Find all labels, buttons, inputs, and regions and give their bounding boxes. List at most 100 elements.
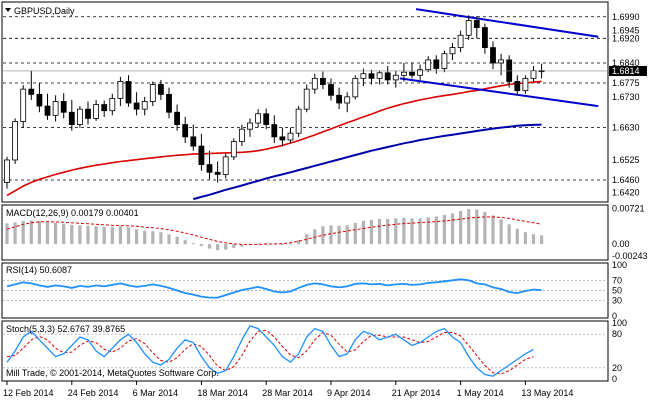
- macd-histogram-bar: [491, 215, 495, 245]
- stoch-signal-line: [6, 329, 534, 375]
- macd-histogram-bar: [37, 220, 41, 245]
- macd-histogram-bar: [515, 228, 519, 245]
- macd-histogram-bar: [345, 225, 349, 245]
- candle-body: [490, 47, 496, 64]
- candle-body: [222, 156, 229, 175]
- candle-body: [125, 81, 132, 104]
- main-pane-frame: [1, 1, 609, 203]
- macd-histogram-bar: [410, 218, 414, 245]
- current-price-box: [609, 65, 647, 76]
- candle-body: [360, 73, 367, 79]
- time-axis: 12 Feb 2014 24 Feb 2014 6 Mar 2014 18 Mar 2…: [3, 381, 573, 398]
- candle-body: [295, 108, 302, 134]
- macd-axis-tick: 0.00: [612, 239, 630, 249]
- candle-body: [77, 108, 83, 125]
- macd-histogram-bar: [102, 226, 106, 245]
- time-axis-tick-label: 1 May 2014: [457, 388, 504, 398]
- trendline: [415, 8, 599, 38]
- candle-body: [141, 101, 148, 110]
- macd-histogram-bar: [256, 243, 260, 245]
- candle-body: [174, 111, 181, 125]
- time-axis-tick-label: 24 Feb 2014: [68, 388, 119, 398]
- macd-histogram-bar: [459, 210, 463, 245]
- rsi-axis-tick: 0: [612, 311, 617, 321]
- candle-body: [238, 128, 245, 142]
- macd-histogram-bar: [167, 234, 171, 245]
- moving-average-fast-line: [6, 80, 542, 197]
- candle-body: [425, 59, 432, 71]
- candle-body: [12, 121, 19, 161]
- macd-histogram-bar: [337, 225, 341, 245]
- macd-histogram-bar: [29, 220, 33, 245]
- macd-histogram-bar: [369, 219, 374, 245]
- macd-histogram-bar: [507, 224, 511, 245]
- macd-histogram-bar: [353, 222, 357, 245]
- macd-histogram-bar: [394, 218, 398, 245]
- candle-body: [247, 122, 253, 130]
- macd-histogram-bar: [183, 240, 187, 245]
- macd-histogram-bar: [191, 243, 195, 245]
- candle-body: [417, 69, 424, 76]
- candle-body: [60, 101, 67, 113]
- macd-histogram-bar: [418, 218, 422, 245]
- macd-histogram-bar: [402, 217, 406, 245]
- chevron-down-icon[interactable]: [5, 8, 11, 12]
- candle-body: [133, 102, 140, 110]
- macd-histogram-bar: [475, 209, 479, 245]
- trendline: [399, 77, 599, 108]
- time-axis-tick-label: 13 May 2014: [521, 388, 573, 398]
- candle-body: [457, 34, 464, 48]
- macd-histogram-bar: [240, 244, 244, 247]
- macd-histogram-bar: [143, 230, 147, 245]
- stoch-axis-tick: 20: [612, 363, 622, 373]
- candle-body: [449, 47, 456, 55]
- macd-histogram-bar: [499, 219, 503, 245]
- price-axis-tick: 1.6525: [612, 155, 640, 165]
- candle-body: [481, 27, 488, 48]
- macd-histogram-bar: [118, 226, 122, 245]
- price-level-label: 1.6840: [612, 58, 640, 68]
- candle-body: [206, 164, 213, 173]
- time-axis-tick-label: 21 Apr 2014: [392, 388, 441, 398]
- macd-histogram-bar: [94, 226, 98, 245]
- candle-body: [506, 59, 513, 82]
- candle-body: [157, 84, 164, 95]
- macd-histogram-bar: [159, 232, 163, 245]
- candle-body: [230, 141, 237, 158]
- macd-histogram-bar: [126, 227, 131, 245]
- main-price-pane: 1.6990 1.6920 1.6840 1.6775 1.6630 1.6460 1.69…: [3, 8, 647, 201]
- candle-body: [149, 84, 156, 102]
- copyright-footer: Mill Trade, © 2001-2014, MetaQuotes Soft…: [6, 368, 219, 378]
- candle-body: [303, 88, 310, 110]
- candle-body: [279, 136, 286, 141]
- candle-body: [52, 101, 59, 116]
- macd-histogram-bar: [224, 244, 228, 250]
- macd-axis-tick: -0.00243: [612, 251, 648, 261]
- macd-histogram-bar: [483, 211, 487, 245]
- macd-histogram-bar: [5, 223, 9, 245]
- macd-histogram-bar: [232, 244, 236, 249]
- rsi-axis-tick: 70: [612, 275, 622, 285]
- macd-histogram-bar: [78, 225, 82, 245]
- macd-histogram-bar: [297, 240, 301, 245]
- price-axis-tick: 1.6730: [612, 92, 640, 102]
- macd-histogram-bar: [523, 232, 527, 245]
- price-level-label: 1.6460: [612, 175, 640, 185]
- candle-body: [214, 171, 221, 175]
- candle-body: [368, 73, 375, 79]
- candle-body: [255, 113, 262, 124]
- time-axis-tick-label: 18 Mar 2014: [197, 388, 248, 398]
- stoch-pane-frame: [1, 320, 609, 382]
- macd-histogram-bar: [305, 234, 309, 245]
- macd-histogram-bar: [442, 214, 446, 245]
- macd-histogram-bar: [216, 244, 220, 251]
- candle-body: [441, 53, 448, 69]
- macd-pane-frame: [1, 204, 609, 261]
- macd-histogram-bar: [467, 208, 471, 245]
- candle-body: [166, 93, 172, 113]
- macd-histogram-bar: [288, 243, 293, 245]
- macd-histogram-bar: [45, 222, 50, 245]
- candle-body: [68, 111, 75, 125]
- candle-body: [182, 124, 189, 138]
